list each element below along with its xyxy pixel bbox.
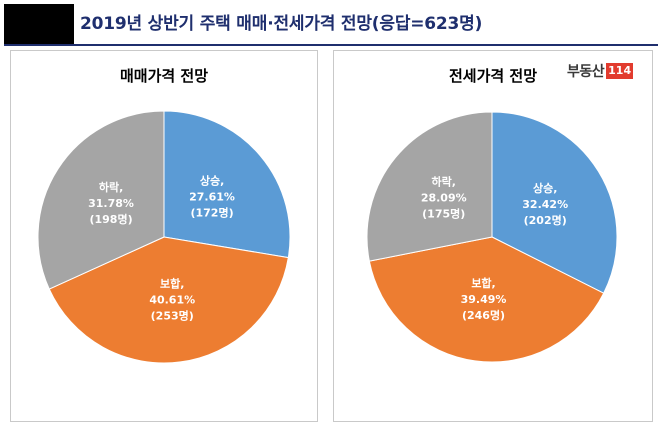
pie-slice-steady <box>48 236 289 364</box>
chart-title: 매매가격 전망 <box>119 67 209 85</box>
jeonse-price-pie-chart: 상승, 32.42% (202명) 보합, 39.49% (246명) 하락, 28.09%(… <box>366 111 618 363</box>
sale-price-chart-panel: 매매가격 전망 상승, 27.61% (172명) 보합, 40.61% (253명) 하락… <box>10 50 318 422</box>
pie-slice-rise <box>491 111 618 294</box>
pie-slice-fall <box>366 111 493 262</box>
brand-logo: 부동산 114 <box>567 62 634 80</box>
pie-slice-steady <box>368 236 605 363</box>
logo-text: 부동산 <box>567 64 605 80</box>
data-label-steady: 보합, 39.49% (246명) <box>461 276 507 322</box>
data-label-fall: 하락, 28.09% (175명) <box>421 174 467 220</box>
logo-number: 114 <box>606 63 634 79</box>
chart-title: 전세가격 전망 <box>448 67 538 85</box>
data-label-steady: 보합, 40.61% (253명) <box>149 276 195 322</box>
data-label-fall: 하락, 31.78% (198명) <box>88 180 134 226</box>
jeonse-price-chart-panel: 전세가격 전망 상승, 32.42% (202명) 보합, 39.49% (246명) 하락… <box>333 50 653 422</box>
header-divider <box>4 44 658 46</box>
sale-price-pie-chart: 상승, 27.61% (172명) 보합, 40.61% (253명) 하락, 31.78%(… <box>37 110 291 364</box>
page-title: 2019년 상반기 주택 매매·전세가격 전망(응답=623명) <box>80 14 483 34</box>
data-label-rise: 상승, 32.42% (202명) <box>522 181 568 227</box>
pie-slice-fall <box>37 110 165 290</box>
data-label-rise: 상승, 27.61% (172명) <box>189 173 235 219</box>
redacted-block <box>4 4 74 44</box>
pie-slice-rise <box>163 110 291 259</box>
